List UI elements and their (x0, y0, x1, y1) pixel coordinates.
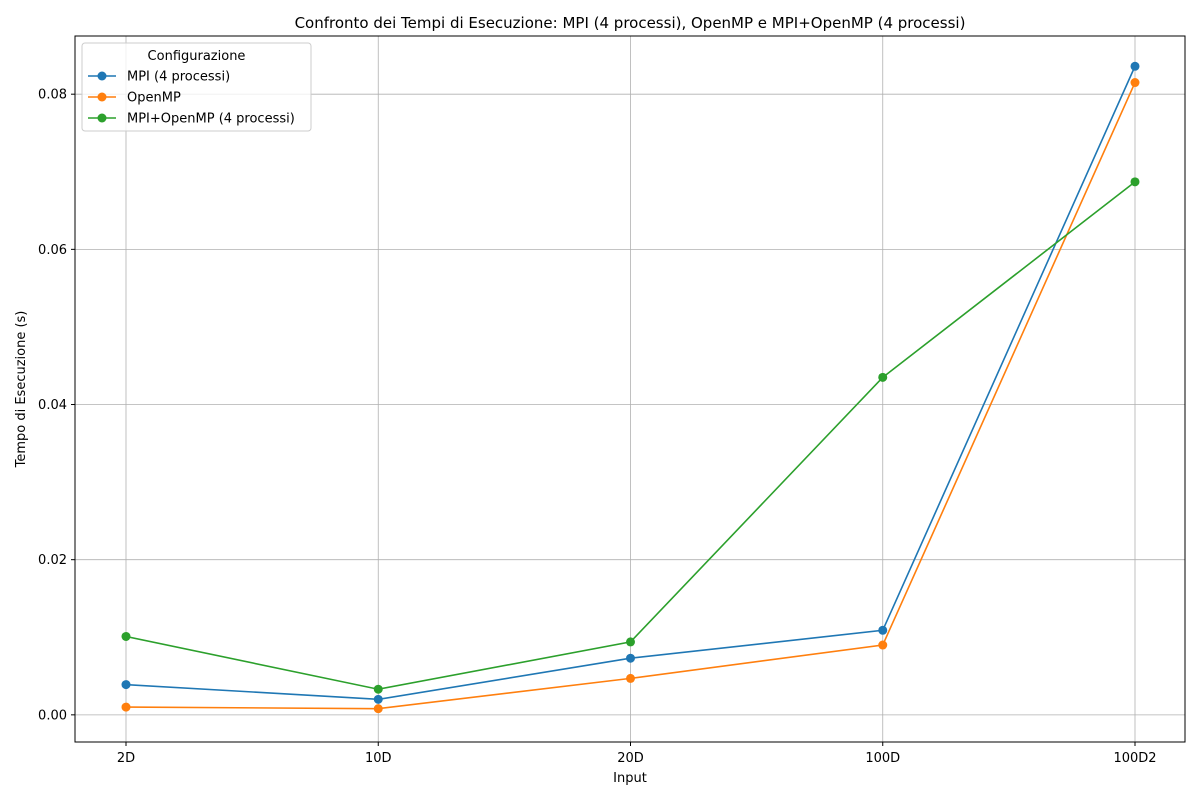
y-axis-ticks: 0.00 0.02 0.04 0.06 0.08 (38, 88, 75, 723)
series-3 (121, 177, 1140, 694)
data-point (373, 694, 383, 704)
data-point (1130, 78, 1140, 88)
legend-label: MPI+OpenMP (4 processi) (127, 112, 295, 127)
x-tick-label: 100D (865, 751, 900, 766)
data-point (121, 680, 131, 690)
series-layer (121, 61, 1140, 714)
x-tick-label: 10D (365, 751, 392, 766)
series-2 (121, 78, 1140, 714)
legend-marker (97, 113, 107, 123)
data-point (121, 631, 131, 641)
y-tick-label: 0.04 (38, 398, 67, 413)
legend-title: Configurazione (148, 49, 246, 64)
x-axis-label: Input (613, 771, 647, 786)
legend-label: OpenMP (127, 91, 181, 106)
chart-title: Confronto dei Tempi di Esecuzione: MPI (… (295, 14, 966, 32)
y-tick-label: 0.02 (38, 553, 67, 568)
data-point (373, 684, 383, 694)
legend-marker (97, 71, 107, 81)
plot-frame (74, 35, 1186, 743)
x-tick-label: 2D (117, 751, 135, 766)
data-point (626, 637, 635, 647)
legend-item: OpenMP (88, 91, 181, 106)
data-point (1130, 177, 1140, 187)
data-point (878, 372, 888, 382)
data-point (878, 640, 888, 650)
grid-lines (75, 36, 1185, 742)
data-point (626, 673, 635, 683)
x-axis-ticks: 2D 10D 20D 100D 100D2 (117, 742, 1157, 766)
data-point (1130, 61, 1140, 71)
y-axis-label: Tempo di Esecuzione (s) (14, 311, 29, 469)
x-tick-label: 100D2 (1113, 751, 1156, 766)
legend-item: MPI+OpenMP (4 processi) (88, 112, 295, 127)
data-point (878, 625, 888, 635)
legend-label: MPI (4 processi) (127, 70, 230, 85)
data-point (121, 702, 131, 712)
series-1 (121, 61, 1140, 704)
legend: Configurazione MPI (4 processi) OpenMP MPI+… (81, 42, 312, 132)
y-tick-label: 0.08 (38, 88, 67, 103)
y-tick-label: 0.06 (38, 243, 67, 258)
y-tick-label: 0.00 (38, 708, 67, 723)
data-point (373, 704, 383, 714)
legend-item: MPI (4 processi) (88, 70, 230, 85)
legend-box (81, 42, 312, 132)
legend-marker (97, 92, 107, 102)
x-tick-label: 20D (617, 751, 644, 766)
data-point (626, 653, 635, 663)
